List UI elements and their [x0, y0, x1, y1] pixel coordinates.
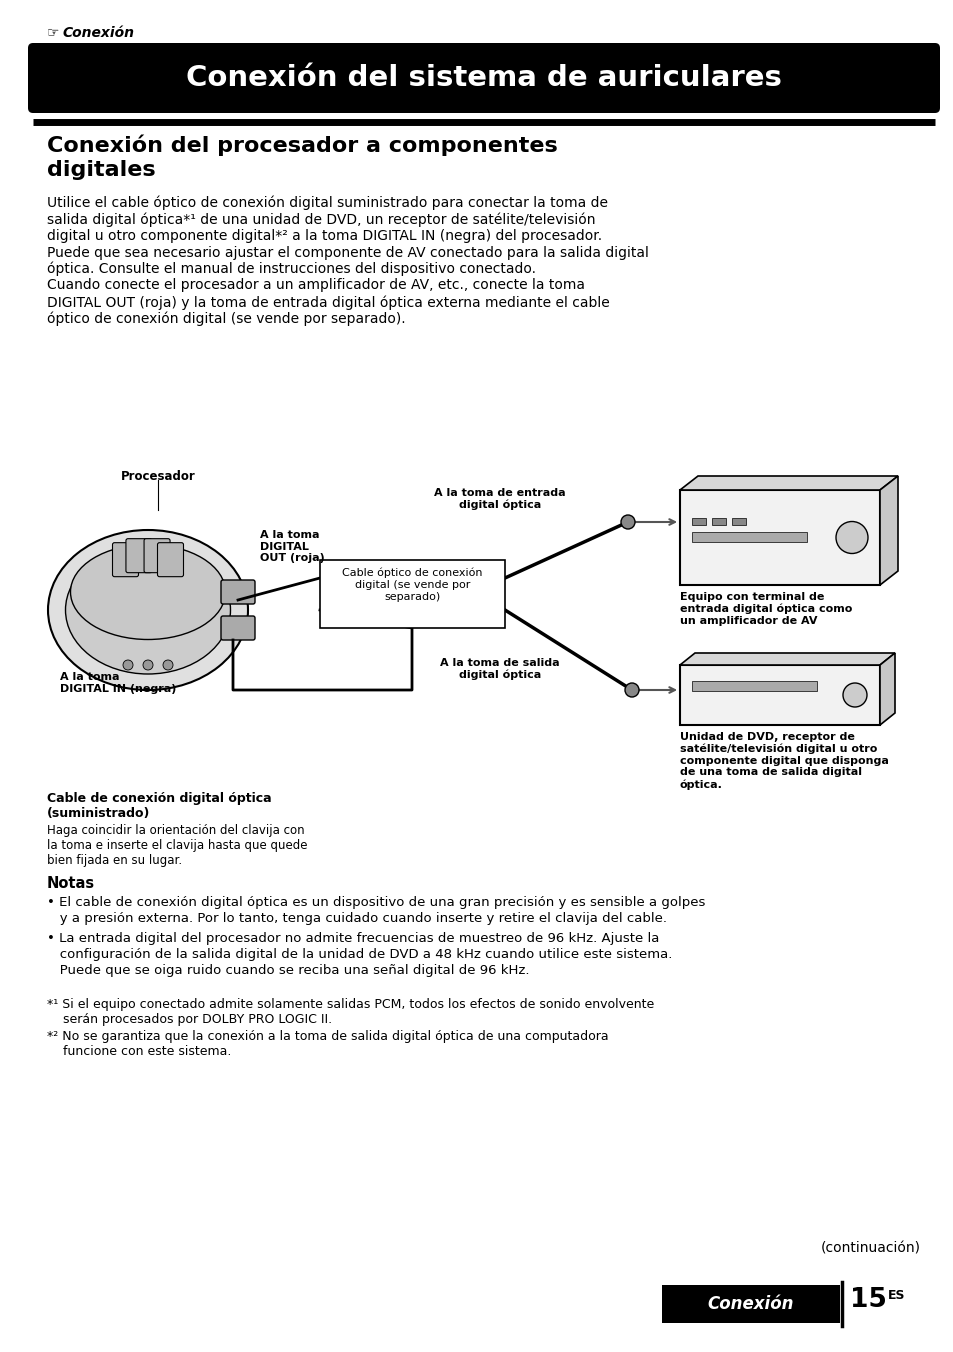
Text: Utilice el cable óptico de conexión digital suministrado para conectar la toma d: Utilice el cable óptico de conexión digi…	[47, 196, 607, 211]
Bar	[731, 518, 745, 525]
Circle shape	[143, 660, 152, 671]
Text: serán procesados por DOLBY PRO LOGIC II.: serán procesados por DOLBY PRO LOGIC II.	[47, 1013, 332, 1026]
Text: Cable óptico de conexión
digital (se vende por
separado): Cable óptico de conexión digital (se ven…	[342, 568, 482, 602]
Text: A la toma
DIGITAL
OUT (roja): A la toma DIGITAL OUT (roja)	[260, 530, 324, 564]
Text: configuración de la salida digital de la unidad de DVD a 48 kHz cuando utilice e: configuración de la salida digital de la…	[47, 948, 672, 961]
Ellipse shape	[66, 546, 231, 675]
Bar	[691, 531, 806, 542]
Text: digital u otro componente digital*² a la toma DIGITAL IN (negra) del procesador.: digital u otro componente digital*² a la…	[47, 228, 601, 243]
FancyBboxPatch shape	[221, 617, 254, 639]
Polygon shape	[879, 476, 897, 585]
Text: DIGITAL OUT (roja) y la toma de entrada digital óptica externa mediante el cable: DIGITAL OUT (roja) y la toma de entrada …	[47, 295, 609, 310]
Ellipse shape	[71, 545, 225, 639]
Text: óptica. Consulte el manual de instrucciones del dispositivo conectado.: óptica. Consulte el manual de instruccio…	[47, 262, 536, 277]
Text: A la toma de entrada
digital óptica: A la toma de entrada digital óptica	[434, 488, 565, 510]
Text: 15: 15	[849, 1287, 886, 1313]
Text: Conexión: Conexión	[707, 1295, 794, 1313]
Text: ES: ES	[887, 1288, 904, 1302]
Text: Conexión del procesador a componentes: Conexión del procesador a componentes	[47, 134, 558, 155]
Polygon shape	[679, 653, 894, 665]
Text: • La entrada digital del procesador no admite frecuencias de muestreo de 96 kHz.: • La entrada digital del procesador no a…	[47, 932, 659, 945]
Text: Notas: Notas	[47, 876, 95, 891]
Text: Procesador: Procesador	[120, 470, 195, 483]
Text: Equipo con terminal de
entrada digital óptica como
un amplificador de AV: Equipo con terminal de entrada digital ó…	[679, 592, 851, 626]
Text: *² No se garantiza que la conexión a la toma de salida digital óptica de una com: *² No se garantiza que la conexión a la …	[47, 1030, 608, 1042]
Bar	[679, 665, 879, 725]
Text: óptico de conexión digital (se vende por separado).: óptico de conexión digital (se vende por…	[47, 311, 405, 326]
Bar	[319, 560, 504, 627]
Text: A la toma de salida
digital óptica: A la toma de salida digital óptica	[439, 658, 559, 680]
Text: y a presión externa. Por lo tanto, tenga cuidado cuando inserte y retire el clav: y a presión externa. Por lo tanto, tenga…	[47, 913, 666, 925]
Circle shape	[163, 660, 172, 671]
Circle shape	[624, 683, 639, 698]
Text: Cable de conexión digital óptica
(suministrado): Cable de conexión digital óptica (sumini…	[47, 792, 272, 821]
Text: Unidad de DVD, receptor de
satélite/televisión digital u otro
componente digital: Unidad de DVD, receptor de satélite/tele…	[679, 731, 888, 790]
Text: digitales: digitales	[47, 160, 155, 180]
Circle shape	[835, 522, 867, 553]
Text: • El cable de conexión digital óptica es un dispositivo de una gran precisión y : • El cable de conexión digital óptica es…	[47, 896, 704, 909]
Text: (continuación): (continuación)	[821, 1242, 920, 1256]
Text: A la toma
DIGITAL IN (negra): A la toma DIGITAL IN (negra)	[60, 672, 176, 694]
Circle shape	[123, 660, 132, 671]
Bar	[661, 1284, 840, 1324]
Text: ☞: ☞	[47, 26, 64, 41]
Bar	[711, 518, 725, 525]
Bar	[691, 518, 705, 525]
Text: Conexión del sistema de auriculares: Conexión del sistema de auriculares	[186, 64, 781, 92]
Text: *¹ Si el equipo conectado admite solamente salidas PCM, todos los efectos de son: *¹ Si el equipo conectado admite solamen…	[47, 998, 654, 1011]
Ellipse shape	[48, 530, 248, 690]
Polygon shape	[679, 476, 897, 489]
Circle shape	[842, 683, 866, 707]
FancyBboxPatch shape	[157, 542, 183, 577]
Text: Haga coincidir la orientación del clavija con
la toma e inserte el clavija hasta: Haga coincidir la orientación del clavij…	[47, 823, 307, 867]
Polygon shape	[879, 653, 894, 725]
FancyBboxPatch shape	[144, 538, 170, 573]
FancyBboxPatch shape	[28, 43, 939, 114]
Circle shape	[620, 515, 635, 529]
FancyBboxPatch shape	[221, 580, 254, 604]
Text: Puede que sea necesario ajustar el componente de AV conectado para la salida dig: Puede que sea necesario ajustar el compo…	[47, 246, 648, 260]
Bar	[691, 681, 816, 691]
Text: funcione con este sistema.: funcione con este sistema.	[47, 1045, 232, 1059]
FancyBboxPatch shape	[126, 538, 152, 573]
Text: Conexión: Conexión	[63, 26, 135, 41]
Bar	[679, 489, 879, 585]
Text: Puede que se oiga ruido cuando se reciba una señal digital de 96 kHz.: Puede que se oiga ruido cuando se reciba…	[47, 964, 529, 977]
Text: Cuando conecte el procesador a un amplificador de AV, etc., conecte la toma: Cuando conecte el procesador a un amplif…	[47, 279, 584, 292]
Text: salida digital óptica*¹ de una unidad de DVD, un receptor de satélite/televisión: salida digital óptica*¹ de una unidad de…	[47, 212, 595, 227]
FancyBboxPatch shape	[112, 542, 138, 577]
